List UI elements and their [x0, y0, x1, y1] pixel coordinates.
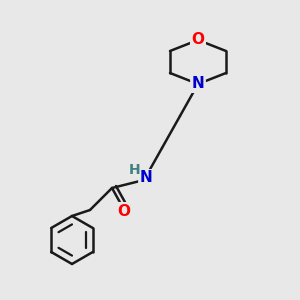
Text: H: H: [129, 163, 141, 177]
Text: N: N: [192, 76, 204, 92]
Text: O: O: [191, 32, 205, 47]
Text: N: N: [140, 170, 152, 185]
Text: O: O: [118, 203, 130, 218]
